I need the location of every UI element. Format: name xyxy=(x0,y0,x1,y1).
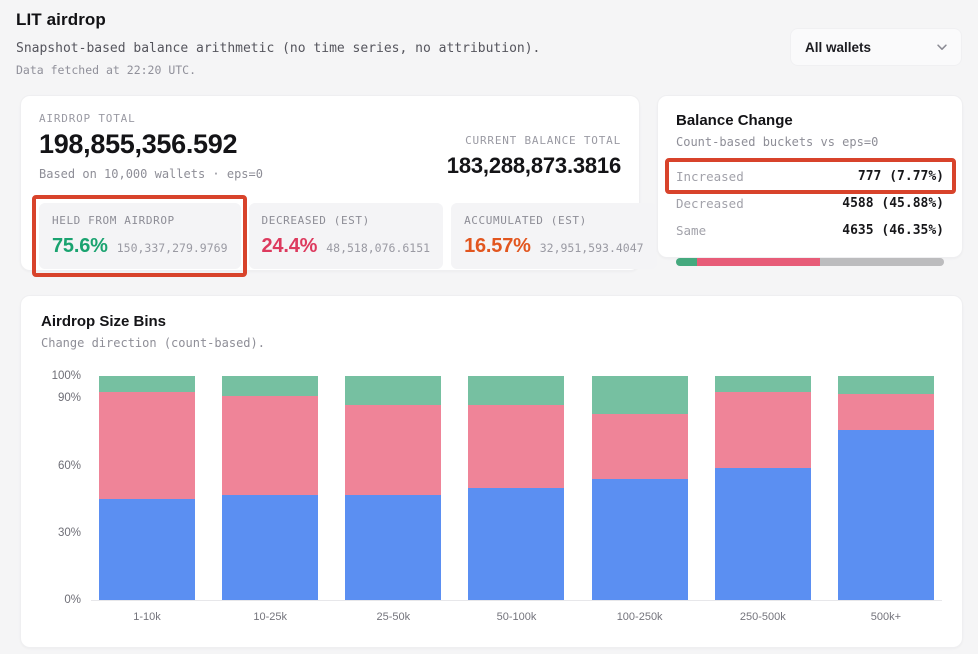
bar-1-10k[interactable] xyxy=(99,376,195,600)
bar-segment-decreased[interactable] xyxy=(99,391,195,500)
page-header: LIT airdrop Snapshot-based balance arith… xyxy=(0,0,978,77)
chevron-down-icon xyxy=(937,44,947,50)
x-tick-label: 250-500k xyxy=(739,611,786,623)
x-tick-label: 25-50k xyxy=(376,611,411,623)
chart-bars xyxy=(91,376,942,600)
airdrop-size-bins-card: Airdrop Size Bins Change direction (coun… xyxy=(20,295,963,648)
bar-segment-decreased[interactable] xyxy=(837,393,934,430)
bar-segment-same[interactable] xyxy=(468,488,565,600)
bar-100-250k[interactable] xyxy=(591,376,688,600)
balance-change-bar xyxy=(676,258,944,266)
current-balance-value: 183,288,873.3816 xyxy=(446,153,621,178)
stat-decreased-est: DECREASED (EST) 24.4% 48,518,076.6151 xyxy=(248,203,444,269)
chart-subtitle: Change direction (count-based). xyxy=(41,336,265,350)
airdrop-summary-card: AIRDROP TOTAL 198,855,356.592 Based on 1… xyxy=(20,95,657,277)
bar-segment-decreased[interactable] xyxy=(714,391,811,468)
row-label: Decreased xyxy=(676,196,744,211)
chart-title: Airdrop Size Bins xyxy=(41,313,167,330)
page-subtitle: Snapshot-based balance arithmetic (no ti… xyxy=(16,41,541,56)
wallet-filter-dropdown[interactable]: All wallets xyxy=(790,28,962,66)
bar-segment-same[interactable] xyxy=(222,494,319,600)
balance-change-card: Balance Change Count-based buckets vs ep… xyxy=(657,95,963,266)
bar-250-500k[interactable] xyxy=(714,376,811,600)
stat-held-from-airdrop: HELD FROM AIRDROP 75.6% 150,337,279.9769 xyxy=(32,195,247,277)
chart-x-labels: 1-10k 10-25k 25-50k 50-100k 100-250k 250-500k… xyxy=(91,601,942,623)
stat-percent: 24.4% xyxy=(261,235,318,257)
bar-segment-same[interactable] xyxy=(99,499,195,600)
row-increased: Increased 777 (7.77%) xyxy=(665,158,956,194)
x-tick-label: 1-10k xyxy=(133,611,161,623)
y-tick-label: 60% xyxy=(57,459,81,472)
bar-segment-increased[interactable] xyxy=(345,376,442,406)
wallet-filter-value: All wallets xyxy=(805,39,872,55)
based-on-note: Based on 10,000 wallets · eps=0 xyxy=(39,167,263,181)
bar-segment-increased[interactable] xyxy=(99,376,195,392)
stat-percent: 75.6% xyxy=(52,235,108,257)
totals-row: AIRDROP TOTAL 198,855,356.592 Based on 1… xyxy=(39,112,621,181)
stats-row: HELD FROM AIRDROP 75.6% 150,337,279.9769… xyxy=(32,195,657,277)
x-tick-label: 50-100k xyxy=(496,611,537,623)
balance-change-title: Balance Change xyxy=(676,112,793,129)
bar-segment-decreased[interactable] xyxy=(345,405,442,495)
balance-change-subtitle: Count-based buckets vs eps=0 xyxy=(676,135,879,149)
page-title: LIT airdrop xyxy=(16,10,106,29)
row-value: 777 (7.77%) xyxy=(857,169,944,184)
bar-segment-increased[interactable] xyxy=(837,376,934,394)
row-decreased: Decreased 4588 (45.88%) xyxy=(676,190,944,217)
stat-amount: 32,951,593.4047 xyxy=(539,241,644,255)
airdrop-total-block: AIRDROP TOTAL 198,855,356.592 Based on 1… xyxy=(39,112,263,181)
bar-segment-same[interactable] xyxy=(837,429,934,600)
current-balance-block: CURRENT BALANCE TOTAL 183,288,873.3816 xyxy=(447,134,621,181)
data-fetched-timestamp: Data fetched at 22:20 UTC. xyxy=(16,63,197,77)
bar-500k+[interactable] xyxy=(837,376,934,600)
stat-amount: 48,518,076.6151 xyxy=(326,241,431,255)
bar-segment-decreased[interactable] xyxy=(468,405,565,488)
row-value: 4588 (45.88%) xyxy=(842,196,944,211)
chart-y-axis: 0% 30% 60% 90% 100% xyxy=(43,370,91,606)
stat-amount: 150,337,279.9769 xyxy=(116,241,228,255)
x-tick-label: 100-250k xyxy=(616,611,663,623)
row-label: Same xyxy=(676,223,707,238)
airdrop-total-value: 198,855,356.592 xyxy=(39,129,238,159)
y-tick-label: 0% xyxy=(64,594,81,606)
row-same: Same 4635 (46.35%) xyxy=(676,217,944,244)
bar-segment-decreased[interactable] xyxy=(591,414,688,480)
airdrop-total-label: AIRDROP TOTAL xyxy=(39,112,136,125)
row-value: 4635 (46.35%) xyxy=(842,223,944,238)
chart-plot-area: 0% 30% 60% 90% 100% xyxy=(52,370,942,606)
balance-change-rows: Increased 777 (7.77%) Decreased 4588 (45… xyxy=(665,158,956,244)
balance-bar-segment-decreased xyxy=(696,258,820,266)
bar-50-100k[interactable] xyxy=(468,376,565,600)
y-tick-label: 30% xyxy=(57,526,81,539)
bar-segment-same[interactable] xyxy=(345,494,442,600)
stat-percent: 16.57% xyxy=(464,235,531,257)
bar-segment-increased[interactable] xyxy=(591,376,688,415)
bar-segment-increased[interactable] xyxy=(222,376,319,397)
x-tick-label: 10-25k xyxy=(253,611,287,623)
y-tick-label: 100% xyxy=(51,370,81,382)
stat-label: ACCUMULATED (EST) xyxy=(464,214,587,227)
y-tick-label: 90% xyxy=(57,392,81,405)
bar-segment-same[interactable] xyxy=(591,479,688,600)
bar-segment-same[interactable] xyxy=(714,467,811,600)
bar-segment-decreased[interactable] xyxy=(222,396,319,495)
stat-accumulated-est: ACCUMULATED (EST) 16.57% 32,951,593.4047 xyxy=(451,203,657,269)
stat-label: DECREASED (EST) xyxy=(261,214,370,227)
bar-25-50k[interactable] xyxy=(345,376,442,600)
bar-segment-increased[interactable] xyxy=(468,376,565,406)
bar-10-25k[interactable] xyxy=(222,376,319,600)
row-label: Increased xyxy=(676,169,744,184)
stat-label: HELD FROM AIRDROP xyxy=(52,214,175,227)
current-balance-label: CURRENT BALANCE TOTAL xyxy=(465,134,621,147)
bar-segment-increased[interactable] xyxy=(714,376,811,392)
stacked-bar-chart: 0% 30% 60% 90% 100% 1-10k 10-25k 25-50k 50-100k… xyxy=(41,370,942,623)
balance-bar-segment-increased xyxy=(676,258,697,266)
balance-bar-segment-same xyxy=(819,258,944,266)
x-tick-label: 500k+ xyxy=(870,611,902,623)
